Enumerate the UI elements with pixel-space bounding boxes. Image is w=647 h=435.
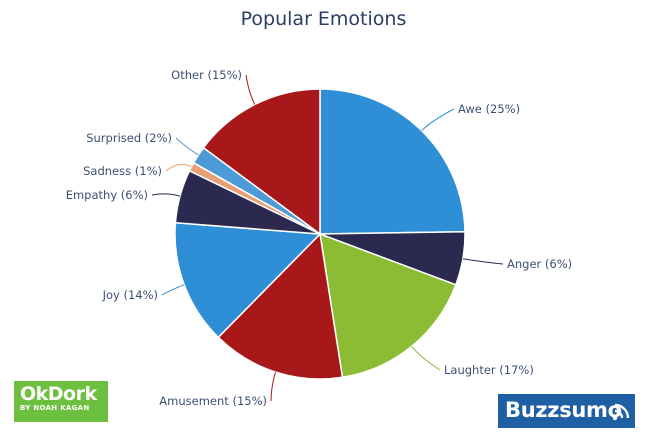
buzzsumo-logo: Buzzsumo [498,394,635,428]
slice-label: Amusement (15%) [159,394,267,408]
slice-label: Sadness (1%) [83,164,162,178]
slice-leader-line [462,258,504,265]
slice-label: Surprised (2%) [86,131,172,145]
slice-leader-line [151,193,181,197]
pie-slice [319,232,457,379]
okdork-logo-subtitle: BY NOAH KAGAN [20,404,90,412]
slice-label: Joy (14%) [102,288,158,302]
slice-leader-line [245,74,256,105]
pie-slice [319,88,466,235]
okdork-logo-name: OkDork [20,383,97,405]
pie-slice [174,221,322,339]
slice-label: Laughter (17%) [444,363,534,377]
buzzsumo-logo-name: Buzzsumo [505,398,622,422]
slice-leader-line [161,284,185,296]
signal-waves-icon [612,403,630,421]
chart-title: Popular Emotions [240,8,407,30]
slice-label: Anger (6%) [507,257,572,271]
slice-leader-line [270,371,277,402]
slice-leader-line [411,346,441,371]
slice-leader-line [175,137,199,156]
slice-label: Empathy (6%) [66,188,148,202]
slice-label: Other (15%) [171,68,242,82]
slice-leader-line [165,163,192,172]
okdork-logo: OkDork BY NOAH KAGAN [14,381,108,422]
slice-label: Awe (25%) [458,102,520,116]
slice-leader-line [421,108,455,132]
